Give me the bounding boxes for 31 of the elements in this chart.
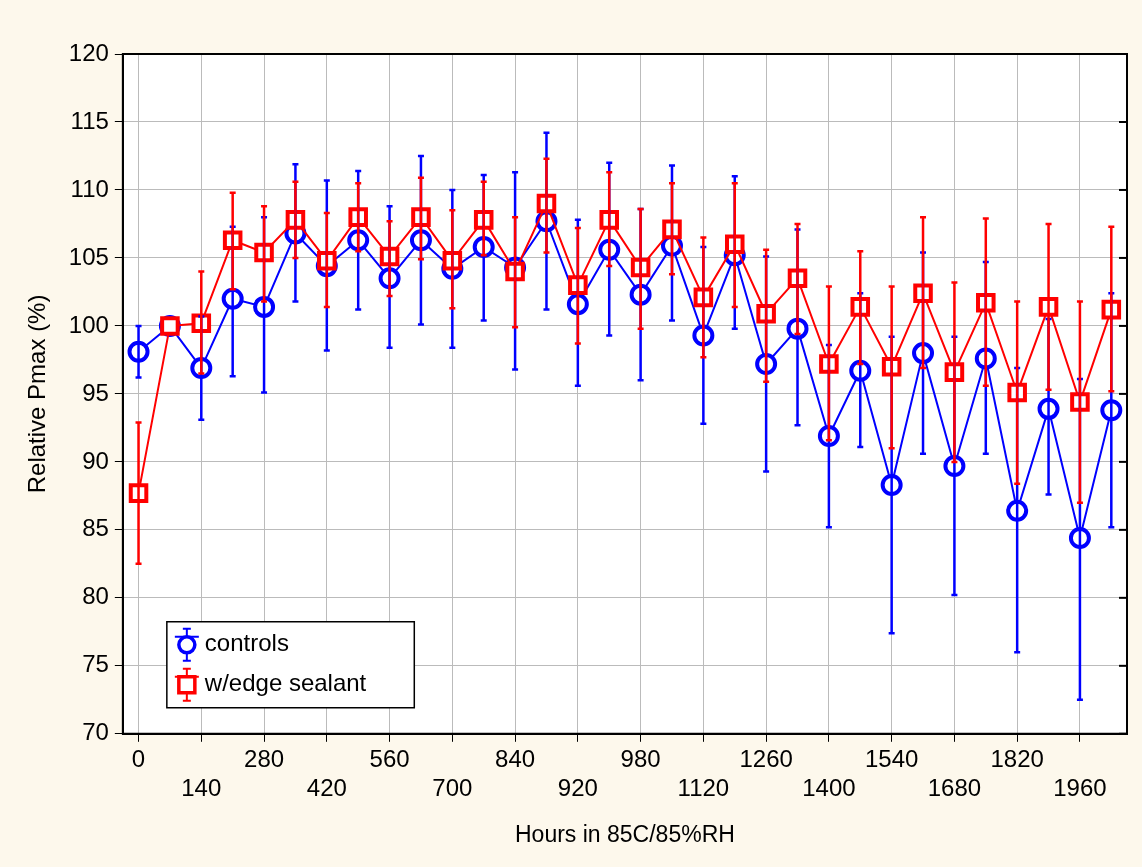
y-tick-label: 95 bbox=[82, 378, 109, 406]
x-axis-title: Hours in 85C/85%RH bbox=[514, 820, 735, 847]
y-tick-label: 100 bbox=[68, 310, 109, 338]
x-tick-label: 140 bbox=[181, 773, 222, 801]
legend-label: controls bbox=[204, 629, 289, 657]
y-axis-title: Relative Pmax (%) bbox=[23, 294, 51, 494]
y-tick-label: 105 bbox=[68, 242, 109, 270]
x-tick-label: 420 bbox=[306, 773, 347, 801]
x-tick-label: 560 bbox=[369, 744, 410, 772]
y-tick-label: 75 bbox=[82, 650, 109, 678]
x-tick-label: 700 bbox=[432, 773, 473, 801]
y-tick-label: 120 bbox=[68, 38, 109, 66]
x-tick-label: 280 bbox=[244, 744, 285, 772]
x-tick-label: 980 bbox=[620, 744, 661, 772]
y-tick-label: 115 bbox=[70, 106, 109, 134]
y-tick-label: 110 bbox=[70, 174, 109, 202]
x-tick-label: 920 bbox=[557, 773, 598, 801]
x-tick-label: 1680 bbox=[927, 773, 982, 801]
legend-label: w/edge sealant bbox=[203, 669, 367, 697]
x-tick-label: 1400 bbox=[802, 773, 856, 801]
x-tick-label: 0 bbox=[131, 744, 146, 772]
x-tick-label: 1540 bbox=[864, 744, 919, 772]
x-tick-label: 1120 bbox=[677, 773, 730, 801]
x-tick-label: 840 bbox=[495, 744, 536, 772]
x-tick-label: 1960 bbox=[1053, 773, 1107, 801]
y-tick-label: 85 bbox=[82, 514, 109, 542]
y-tick-label: 90 bbox=[82, 446, 109, 474]
y-tick-label: 70 bbox=[82, 718, 109, 746]
x-tick-label: 1260 bbox=[739, 744, 793, 772]
y-tick-label: 80 bbox=[82, 582, 109, 610]
x-tick-label: 1820 bbox=[990, 744, 1044, 772]
